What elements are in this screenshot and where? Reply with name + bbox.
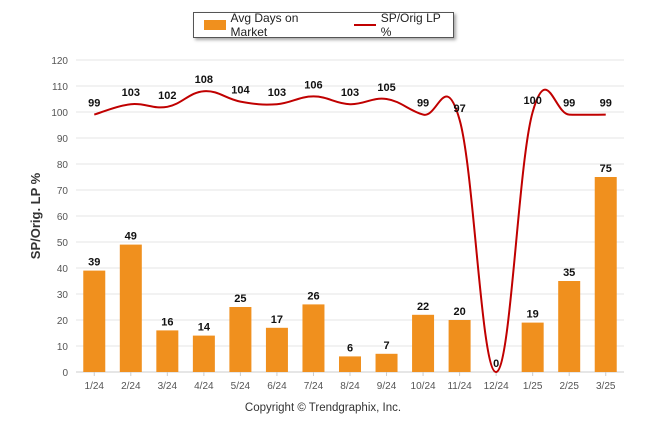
line-data-label: 99 bbox=[563, 98, 575, 110]
x-tick-label: 6/24 bbox=[267, 381, 287, 392]
y-tick-label: 20 bbox=[57, 316, 69, 327]
bar-data-label: 6 bbox=[347, 342, 353, 354]
bar bbox=[83, 270, 106, 372]
bar-data-label: 75 bbox=[600, 163, 612, 175]
x-tick-label: 2/25 bbox=[559, 381, 579, 392]
bar bbox=[558, 281, 581, 372]
bar bbox=[412, 314, 435, 372]
line-data-label: 103 bbox=[268, 87, 286, 99]
line-data-label: 103 bbox=[341, 87, 359, 99]
x-tick-label: 3/25 bbox=[596, 381, 616, 392]
legend-item-line[interactable]: SP/Orig LP % bbox=[354, 11, 453, 39]
legend-line-swatch bbox=[354, 24, 376, 26]
bar-data-label: 22 bbox=[417, 301, 429, 313]
y-tick-label: 90 bbox=[57, 134, 69, 145]
line-data-label: 105 bbox=[377, 82, 395, 94]
bar bbox=[594, 177, 617, 372]
bar-data-label: 19 bbox=[527, 309, 539, 321]
line-data-label: 106 bbox=[304, 79, 322, 91]
x-tick-label: 10/24 bbox=[411, 381, 436, 392]
x-tick-label: 4/24 bbox=[194, 381, 214, 392]
line-data-label: 100 bbox=[523, 95, 541, 107]
bar-data-label: 25 bbox=[234, 293, 246, 305]
y-tick-label: 120 bbox=[51, 56, 68, 67]
legend-bar-label: Avg Days on Market bbox=[230, 11, 299, 39]
bar bbox=[192, 335, 215, 372]
y-tick-label: 40 bbox=[57, 264, 69, 275]
x-tick-label: 7/24 bbox=[304, 381, 324, 392]
bar bbox=[265, 327, 288, 372]
x-tick-label: 2/24 bbox=[121, 381, 141, 392]
bar-data-label: 26 bbox=[307, 290, 319, 302]
bar-data-label: 17 bbox=[271, 314, 283, 326]
bar-data-label: 14 bbox=[198, 322, 211, 334]
bar bbox=[339, 356, 361, 372]
bar-data-label: 7 bbox=[383, 340, 389, 352]
bar bbox=[521, 322, 544, 372]
copyright-text: Copyright © Trendgraphix, Inc. bbox=[244, 402, 402, 414]
line-data-label: 99 bbox=[88, 98, 100, 110]
line-data-label: 99 bbox=[417, 98, 429, 110]
x-tick-label: 1/24 bbox=[85, 381, 105, 392]
x-tick-label: 1/25 bbox=[523, 381, 543, 392]
bar-data-label: 16 bbox=[161, 316, 173, 328]
bar-data-label: 39 bbox=[88, 257, 100, 269]
bar bbox=[302, 304, 325, 372]
bar bbox=[375, 353, 398, 372]
line-data-label: 103 bbox=[122, 87, 140, 99]
y-tick-label: 80 bbox=[57, 160, 69, 171]
y-tick-label: 60 bbox=[57, 212, 69, 223]
y-axis-title: SP/Orig. LP % bbox=[28, 172, 43, 259]
y-tick-label: 50 bbox=[57, 238, 69, 249]
bar-data-label: 20 bbox=[453, 306, 465, 318]
y-tick-label: 100 bbox=[51, 108, 68, 119]
line-data-label: 97 bbox=[453, 103, 465, 115]
line-data-label: 104 bbox=[231, 85, 250, 97]
bar bbox=[119, 244, 142, 372]
chart-legend: Avg Days on Market SP/Orig LP % bbox=[193, 11, 454, 39]
legend-line-label: SP/Orig LP % bbox=[380, 11, 441, 39]
y-tick-label: 10 bbox=[57, 342, 69, 353]
x-tick-label: 3/24 bbox=[158, 381, 178, 392]
line-data-label: 108 bbox=[195, 74, 213, 86]
bar-data-label: 0 bbox=[493, 358, 499, 370]
bar-data-label: 35 bbox=[563, 267, 575, 279]
legend-item-bar[interactable]: Avg Days on Market bbox=[204, 11, 336, 39]
y-tick-label: 70 bbox=[57, 186, 69, 197]
x-tick-label: 12/24 bbox=[484, 381, 509, 392]
y-tick-label: 0 bbox=[62, 368, 68, 379]
x-tick-label: 8/24 bbox=[340, 381, 360, 392]
x-tick-label: 5/24 bbox=[231, 381, 251, 392]
line-data-label: 102 bbox=[158, 90, 176, 102]
bar-data-label: 49 bbox=[125, 231, 137, 243]
line-data-label: 99 bbox=[600, 98, 612, 110]
line-series-sp-orig bbox=[93, 88, 606, 374]
x-tick-label: 11/24 bbox=[447, 381, 472, 392]
y-tick-label: 110 bbox=[52, 82, 68, 93]
bar bbox=[448, 320, 471, 372]
x-tick-label: 9/24 bbox=[377, 381, 397, 392]
legend-bar-swatch bbox=[204, 20, 226, 30]
bar bbox=[156, 330, 179, 372]
y-tick-label: 30 bbox=[57, 290, 69, 301]
bar bbox=[229, 307, 252, 372]
